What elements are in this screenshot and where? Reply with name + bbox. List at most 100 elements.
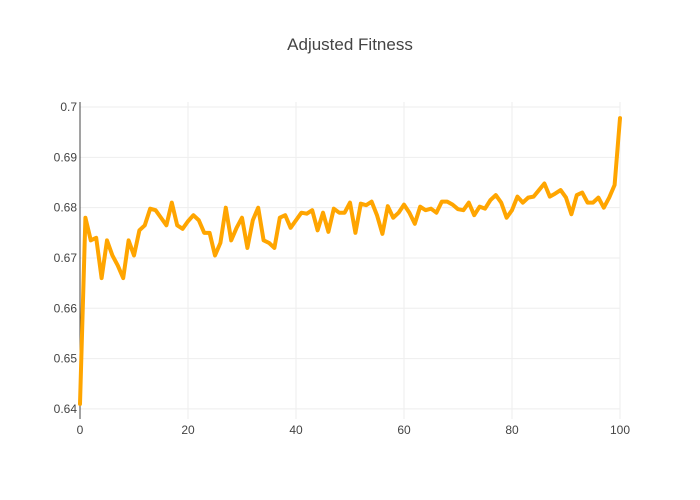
data-point [186,219,190,223]
data-point [116,264,120,268]
data-point [235,226,239,230]
data-point [494,193,498,197]
data-point [359,202,363,206]
data-point [456,207,460,211]
data-point [532,195,536,199]
data-point [127,238,131,242]
data-point [370,200,374,204]
data-point [440,200,444,204]
data-point [618,116,622,120]
data-point [526,196,530,200]
data-point [164,223,168,227]
data-point [402,203,406,207]
data-point [137,228,141,232]
data-point [613,183,617,187]
data-point [305,212,309,216]
data-point [229,238,233,242]
data-point [429,207,433,211]
data-point [159,216,163,220]
data-point [407,211,411,215]
data-point [278,216,282,220]
data-point [218,241,222,245]
data-point [564,196,568,200]
x-tick-label: 80 [505,423,519,437]
data-point [499,201,503,205]
data-point [375,213,379,217]
data-point [267,241,271,245]
data-point [397,211,401,215]
data-point [262,238,266,242]
data-point [197,218,201,222]
tick-labels: 0.64 0.65 0.66 0.67 0.68 0.69 0.7 0 20 40 60 80 100 [54,100,631,437]
x-tick-label: 40 [289,423,303,437]
data-point [478,205,482,209]
data-point [580,191,584,195]
data-point [505,216,509,220]
data-point [94,236,98,240]
data-point [321,211,325,215]
data-point [143,223,147,227]
data-point [337,211,341,215]
data-point [148,207,152,211]
data-point [483,207,487,211]
data-point [181,227,185,231]
data-point [121,276,125,280]
data-point [251,218,255,222]
data-point [591,201,595,205]
data-point [542,182,546,186]
data-point [191,213,195,217]
x-tick-label: 20 [181,423,195,437]
data-point [224,206,228,210]
data-point [289,226,293,230]
y-tick-label: 0.65 [54,352,78,366]
x-tick-label: 0 [77,423,84,437]
data-point [294,218,298,222]
data-point [521,201,525,205]
y-tick-label: 0.66 [54,301,78,315]
data-point [100,276,104,280]
y-tick-label: 0.67 [54,251,78,265]
y-tick-label: 0.7 [60,100,77,114]
y-tick-label: 0.69 [54,150,78,164]
data-point [559,188,563,192]
series-layer [78,116,622,406]
data-point [105,238,109,242]
data-point [110,253,114,257]
data-point [245,246,249,250]
data-point [386,204,390,208]
data-point [326,230,330,234]
x-tick-label: 100 [610,423,630,437]
x-tick-label: 60 [397,423,411,437]
y-tick-label: 0.68 [54,201,78,215]
data-point [83,216,87,220]
data-point [586,201,590,205]
data-point [202,231,206,235]
data-point [575,193,579,197]
series-line [78,116,622,406]
data-point [154,208,158,212]
data-point [170,201,174,205]
data-point [461,208,465,212]
data-point [283,213,287,217]
data-point [434,211,438,215]
data-point [418,205,422,209]
data-point [424,208,428,212]
data-point [413,222,417,226]
data-point [488,198,492,202]
data-point [240,216,244,220]
data-point [515,195,519,199]
data-point [553,192,557,196]
data-point [467,201,471,205]
data-point [310,208,314,212]
data-point [445,200,449,204]
data-point [175,223,179,227]
data-point [607,196,611,200]
data-point [391,216,395,220]
data-point [316,228,320,232]
data-point [208,231,212,235]
data-point [78,402,82,406]
data-point [380,232,384,236]
